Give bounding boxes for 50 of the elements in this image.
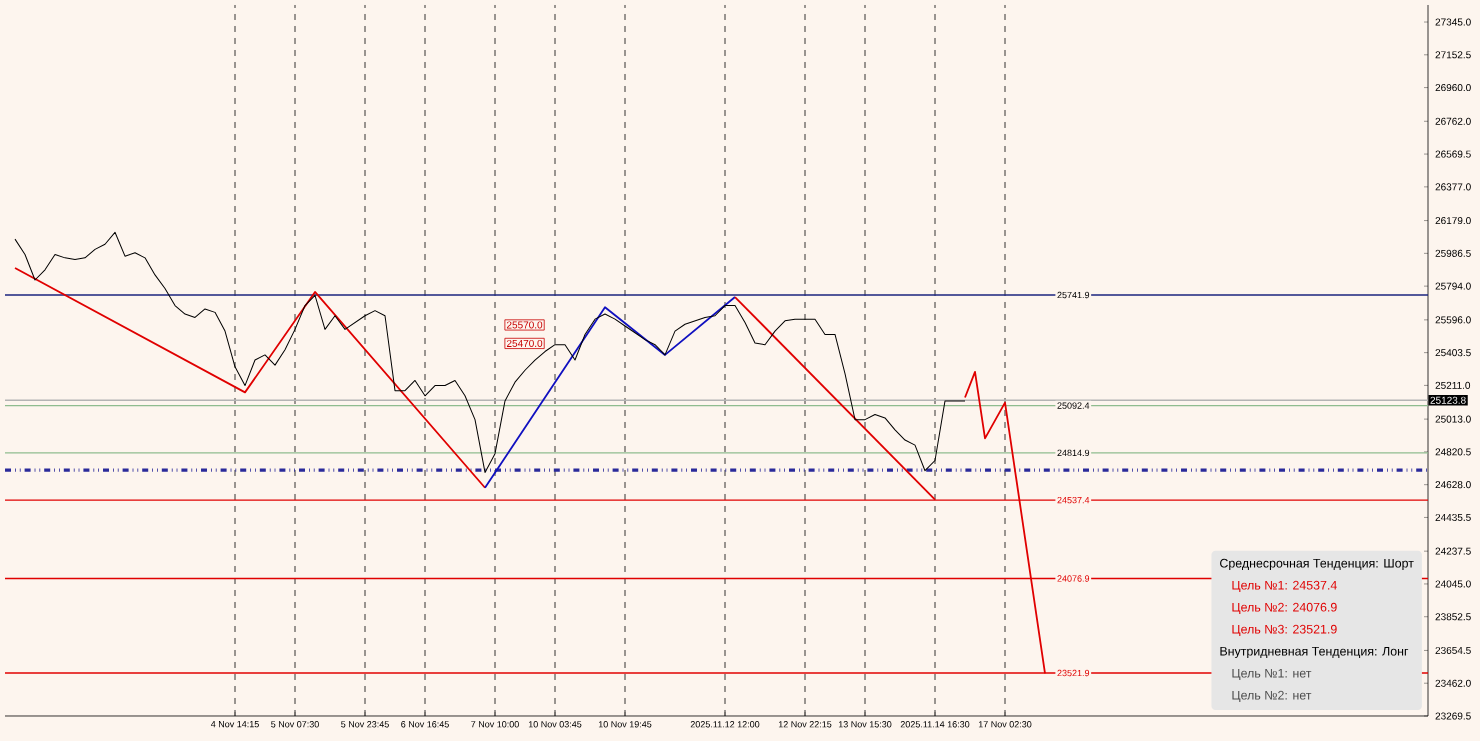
y-tick-label: 25211.0 <box>1435 381 1471 389</box>
y-tick-label: 24628.0 <box>1435 481 1471 489</box>
y-tick-label: 25794.0 <box>1435 282 1471 290</box>
annotation: Цель №2: 24076.9 <box>1232 602 1337 614</box>
y-tick-label: 27345.0 <box>1435 18 1471 26</box>
annotation: Цель №1: 24537.4 <box>1232 580 1337 592</box>
annotation: Внутридневная Тенденция: Лонг <box>1220 646 1409 659</box>
x-tick-label: 13 Nov 15:30 <box>838 721 892 728</box>
y-tick-label: 25013.0 <box>1435 415 1471 423</box>
x-tick-label: 7 Nov 10:00 <box>471 721 519 728</box>
y-tick-label: 25596.0 <box>1435 316 1471 324</box>
ref-line-label: 25741.9 <box>1057 291 1090 299</box>
annotation: Цель №1: нет <box>1232 668 1312 680</box>
x-tick-label: 5 Nov 07:30 <box>271 721 319 728</box>
y-tick-label: 26762.0 <box>1435 117 1471 125</box>
y-tick-label: 25403.5 <box>1435 349 1471 357</box>
ref-line-label: 24076.9 <box>1057 575 1090 582</box>
ref-line-label: 24537.4 <box>1057 496 1090 504</box>
x-tick-label: 10 Nov 03:45 <box>528 721 582 728</box>
ref-line-label: 24814.9 <box>1057 449 1090 457</box>
x-tick-label: 5 Nov 23:45 <box>341 721 389 728</box>
y-tick-label: 23269.5 <box>1435 712 1471 720</box>
y-tick-label: 26569.5 <box>1435 150 1471 158</box>
y-tick-label: 26179.0 <box>1435 217 1471 225</box>
annotation: 25470.0 <box>506 339 543 347</box>
y-tick-label: 24237.5 <box>1435 547 1471 555</box>
annotation: Среднесрочная Тенденция: Шорт <box>1220 558 1414 571</box>
y-tick-label: 24435.5 <box>1435 513 1471 521</box>
y-tick-label: 25986.5 <box>1435 249 1471 257</box>
x-tick-label: 2025.11.14 16:30 <box>900 721 970 728</box>
ref-line-label: 25092.4 <box>1057 402 1090 409</box>
y-tick-label: 23654.5 <box>1435 646 1471 654</box>
y-tick-label: 23462.0 <box>1435 679 1471 687</box>
x-tick-label: 12 Nov 22:15 <box>778 721 832 728</box>
y-tick-label: 27152.5 <box>1435 51 1471 59</box>
x-tick-label: 17 Nov 02:30 <box>978 721 1032 728</box>
annotation: 25570.0 <box>506 321 543 329</box>
y-tick-label: 23852.5 <box>1435 613 1471 621</box>
x-tick-label: 10 Nov 19:45 <box>598 721 652 728</box>
y-tick-label: 26377.0 <box>1435 183 1471 191</box>
ref-line-label: 25123.8 <box>1430 396 1466 404</box>
y-tick-label: 26960.0 <box>1435 84 1471 92</box>
annotation: Цель №2: нет <box>1232 690 1312 702</box>
annotation: Цель №3: 23521.9 <box>1232 624 1337 636</box>
y-tick-label: 24045.0 <box>1435 580 1471 588</box>
x-tick-label: 2025.11.12 12:00 <box>690 721 760 728</box>
y-tick-label: 24820.5 <box>1435 448 1471 456</box>
x-tick-label: 6 Nov 16:45 <box>401 721 449 728</box>
x-tick-label: 4 Nov 14:15 <box>210 721 259 728</box>
ref-line-label: 23521.9 <box>1057 669 1090 677</box>
